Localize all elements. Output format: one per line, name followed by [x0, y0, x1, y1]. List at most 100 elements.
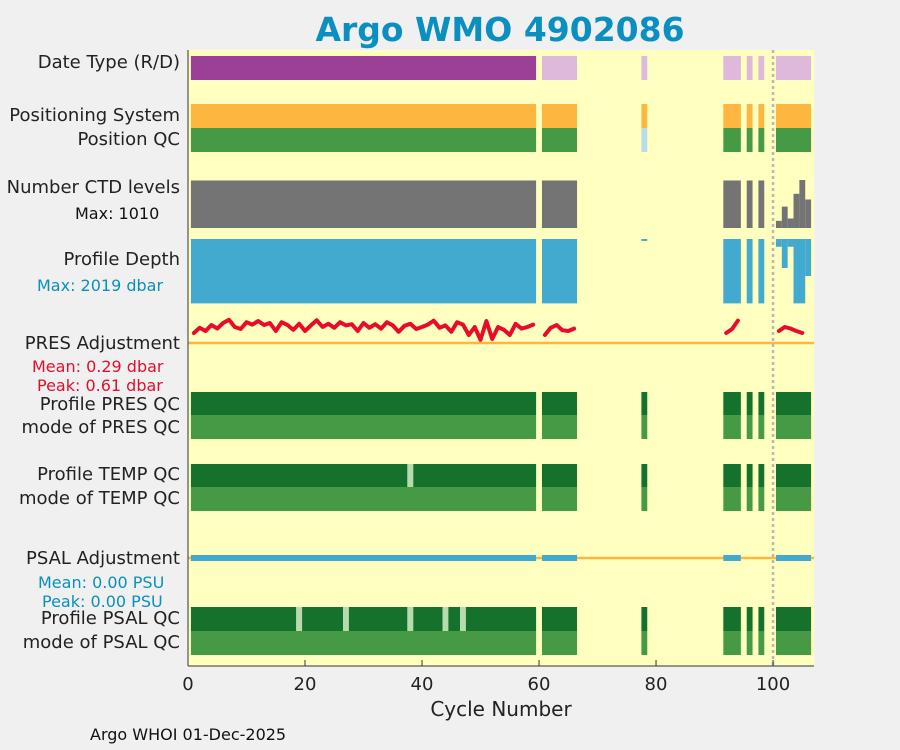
qc-bar: [723, 607, 741, 631]
label-profile-temp-qc: Profile TEMP QC: [37, 464, 180, 485]
qc-bar: [348, 607, 408, 631]
footer-credit: Argo WHOI 01-Dec-2025: [90, 725, 287, 744]
x-tick-label: 80: [644, 674, 668, 695]
qc-bar: [413, 464, 537, 487]
label-mode-psal-qc: mode of PSAL QC: [22, 632, 180, 653]
qc-bar: [775, 464, 812, 487]
qc-bar: [775, 56, 812, 80]
label-psal-adjustment: PSAL Adjustment: [25, 548, 180, 569]
ctd-max-text: Max: 1010: [75, 204, 160, 223]
qc-bar: [190, 487, 537, 511]
label-ctd-levels: Number CTD levels: [6, 177, 180, 198]
qc-bar: [641, 56, 648, 80]
qc-bar: [641, 415, 648, 439]
qc-bar: [746, 631, 753, 655]
x-tick-label: 60: [527, 674, 551, 695]
psal-mean-text: Mean: 0.00 PSU: [38, 573, 165, 592]
qc-bar: [641, 631, 648, 655]
label-positioning-system: Positioning System: [9, 105, 180, 126]
qc-bar: [541, 607, 578, 631]
qc-bar: [746, 607, 753, 631]
qc-bar: [190, 464, 408, 487]
qc-bar: [758, 631, 765, 655]
qc-bar: [723, 415, 741, 439]
qc-bar: [746, 464, 753, 487]
qc-bar: [190, 56, 537, 80]
pres-adjustment-line: [542, 323, 577, 337]
qc-bar: [641, 392, 648, 415]
qc-bar: [641, 104, 648, 128]
depth-bar: [190, 239, 537, 304]
depth-bar: [787, 239, 794, 247]
qc-bar: [641, 128, 648, 152]
x-tick-label: 20: [293, 674, 317, 695]
qc-bar: [746, 56, 753, 80]
qc-bar: [775, 128, 812, 152]
label-profile-pres-qc: Profile PRES QC: [39, 394, 180, 415]
qc-bar: [190, 607, 297, 631]
qc-bar: [442, 607, 449, 631]
qc-bar: [190, 415, 537, 439]
depth-bar: [541, 239, 578, 304]
qc-bar: [465, 607, 537, 631]
pres-mean-text: Mean: 0.29 dbar: [32, 357, 164, 376]
qc-bar: [407, 607, 414, 631]
x-tick-label: 100: [755, 674, 791, 695]
pres-adjustment-line: [724, 318, 740, 335]
label-mode-pres-qc: mode of PRES QC: [21, 417, 180, 438]
qc-bar: [746, 104, 753, 128]
qc-bar: [758, 464, 765, 487]
x-axis-label: Cycle Number: [430, 697, 572, 721]
ctd-bar: [787, 218, 794, 228]
qc-bar: [541, 128, 578, 152]
label-date-type: Date Type (R/D): [37, 52, 180, 73]
qc-bar: [641, 607, 648, 631]
ctd-bar: [758, 180, 765, 228]
qc-bar: [723, 56, 741, 80]
label-profile-psal-qc: Profile PSAL QC: [40, 608, 180, 629]
qc-bar: [746, 415, 753, 439]
qc-bar: [190, 104, 537, 128]
qc-bar: [723, 487, 741, 511]
qc-bar: [641, 464, 648, 487]
pres-peak-text: Peak: 0.61 dbar: [37, 376, 163, 395]
qc-bar: [746, 128, 753, 152]
qc-bar: [758, 607, 765, 631]
qc-bar: [190, 392, 537, 415]
depth-bar: [805, 239, 812, 277]
qc-bar: [723, 104, 741, 128]
qc-bar: [641, 487, 648, 511]
qc-bar: [296, 607, 303, 631]
qc-bar: [541, 104, 578, 128]
qc-bar: [541, 631, 578, 655]
qc-bar: [460, 607, 466, 631]
qc-bar: [190, 128, 537, 152]
label-profile-depth: Profile Depth: [63, 249, 180, 270]
depth-bar: [746, 239, 753, 304]
qc-bar: [775, 104, 812, 128]
qc-bar: [758, 415, 765, 439]
qc-bar: [541, 487, 578, 511]
depth-bar: [723, 239, 741, 304]
pres-adjustment-line: [191, 317, 536, 342]
ctd-bar: [805, 199, 812, 228]
qc-bar: [723, 392, 741, 415]
ctd-bar: [541, 180, 578, 228]
qc-bar: [758, 487, 765, 511]
depth-bar: [775, 239, 782, 247]
pres-adjustment-line: [776, 325, 805, 335]
depth-bar: [758, 239, 765, 304]
x-tick-label: 0: [182, 674, 194, 695]
qc-bar: [723, 464, 741, 487]
qc-bar: [758, 128, 765, 152]
qc-bar: [723, 631, 741, 655]
qc-bar: [775, 392, 812, 415]
ctd-bar: [781, 206, 788, 228]
depth-bar: [793, 239, 806, 304]
plot-background: [188, 50, 814, 666]
qc-bar: [541, 464, 578, 487]
qc-bar: [407, 464, 414, 487]
label-mode-temp-qc: mode of TEMP QC: [18, 488, 180, 509]
qc-bar: [775, 487, 812, 511]
